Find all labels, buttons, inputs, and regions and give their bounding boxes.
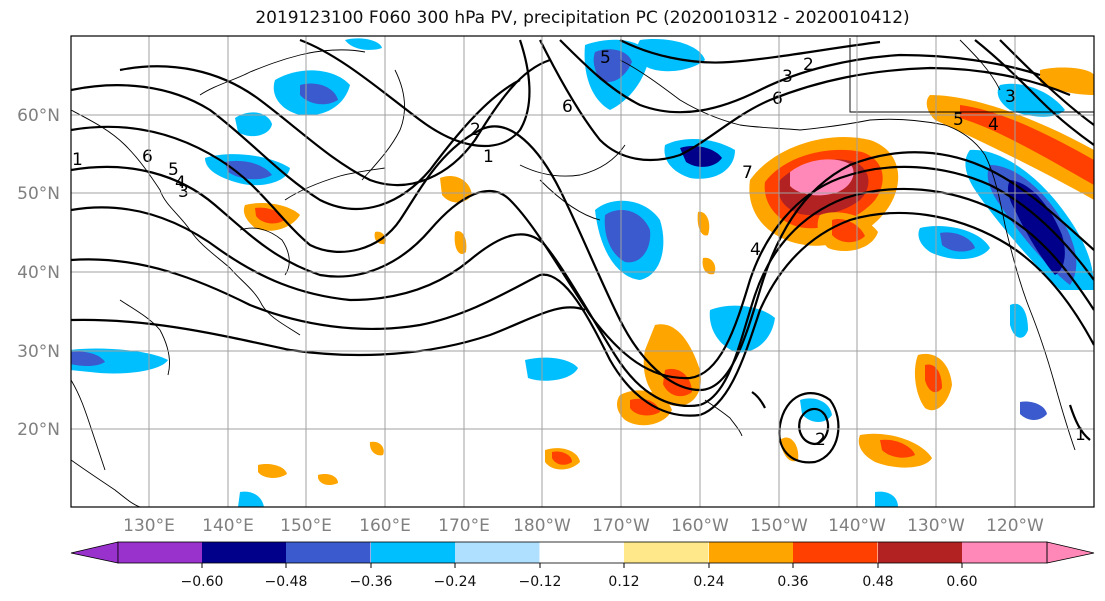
contour-label: 3 — [782, 67, 793, 87]
contour-label: 5 — [953, 110, 964, 130]
lon-label: 140°E — [202, 516, 254, 536]
colorbar-tick-label: 0.12 — [608, 574, 639, 590]
contour-label: 1 — [72, 150, 83, 170]
contour-label: 1 — [483, 147, 494, 167]
precipitation-shading — [71, 38, 1094, 507]
lon-label: 150°W — [750, 516, 808, 536]
lon-label: 170°E — [438, 516, 490, 536]
map-frame — [70, 35, 1095, 508]
gridlines — [71, 36, 1094, 507]
lat-label: 40°N — [17, 263, 60, 283]
colorbar-segment — [286, 542, 371, 563]
colorbar-segment — [793, 542, 878, 563]
colorbar-segment — [540, 542, 625, 563]
lat-label: 60°N — [17, 106, 60, 126]
lat-label: 50°N — [17, 184, 60, 204]
colorbar-tick-label: −0.48 — [265, 574, 308, 590]
longitude-labels: 130°E 140°E 150°E 160°E 170°E 180°W 170°… — [123, 516, 1044, 536]
colorbar-segment — [371, 542, 456, 563]
latitude-labels: 60°N 50°N 40°N 30°N 20°N — [17, 106, 60, 440]
colorbar-segment — [878, 542, 963, 563]
lon-label: 160°E — [359, 516, 411, 536]
lon-label: 130°W — [907, 516, 965, 536]
contour-label: 1 — [1075, 425, 1086, 445]
contour-label: 4 — [750, 240, 761, 260]
contour-label: 4 — [988, 115, 999, 135]
colorbar-tick-label: −0.36 — [350, 574, 393, 590]
contour-label: 5 — [600, 48, 611, 68]
colorbar-min-extension — [70, 541, 119, 564]
colorbar-tick-label: 0.48 — [862, 574, 893, 590]
contour-label: 7 — [742, 163, 753, 183]
colorbar-segment — [709, 542, 794, 563]
contour-label: 6 — [772, 89, 783, 109]
contour-label: 3 — [1005, 87, 1016, 107]
lon-label: 160°W — [671, 516, 729, 536]
contour-label: 6 — [142, 147, 153, 167]
contour-label: 2 — [470, 120, 481, 140]
colorbar-tick-label: −0.12 — [519, 574, 562, 590]
colorbar-max-extension — [1046, 541, 1095, 564]
contour-label: 6 — [562, 97, 573, 117]
colorbar-tick-label: 0.36 — [777, 574, 808, 590]
colorbar-segment — [202, 542, 287, 563]
colorbar-tick-label: −0.60 — [181, 574, 224, 590]
contour-label: 5 — [168, 160, 179, 180]
contour-label: 3 — [178, 182, 189, 202]
lon-label: 180°W — [513, 516, 571, 536]
contour-label: 4 — [175, 173, 186, 193]
lat-label: 20°N — [17, 420, 60, 440]
lat-label: 30°N — [17, 342, 60, 362]
pv-contours — [71, 38, 1094, 464]
colorbar: −0.60 −0.48 −0.36 −0.24 −0.12 0.12 0.24 … — [70, 541, 1095, 590]
colorbar-tick-label: −0.24 — [434, 574, 477, 590]
colorbar-tick-label: 0.24 — [693, 574, 724, 590]
colorbar-segment — [962, 542, 1047, 563]
lon-label: 130°E — [123, 516, 175, 536]
colorbar-segment — [118, 542, 203, 563]
map-title: 2019123100 F060 300 hPa PV, precipitatio… — [255, 8, 910, 28]
lon-label: 170°W — [592, 516, 650, 536]
colorbar-segment — [455, 542, 540, 563]
contour-label: 2 — [815, 430, 826, 450]
lon-label: 150°E — [280, 516, 332, 536]
colorbar-segment — [624, 542, 709, 563]
lon-label: 140°W — [828, 516, 886, 536]
colorbar-tick-label: 0.60 — [946, 574, 977, 590]
lon-label: 120°W — [986, 516, 1044, 536]
contour-label: 2 — [803, 55, 814, 75]
contour-labels: 6 5 4 3 2 1 5 6 3 2 6 7 4 5 4 3 1 2 1 — [72, 48, 1086, 450]
